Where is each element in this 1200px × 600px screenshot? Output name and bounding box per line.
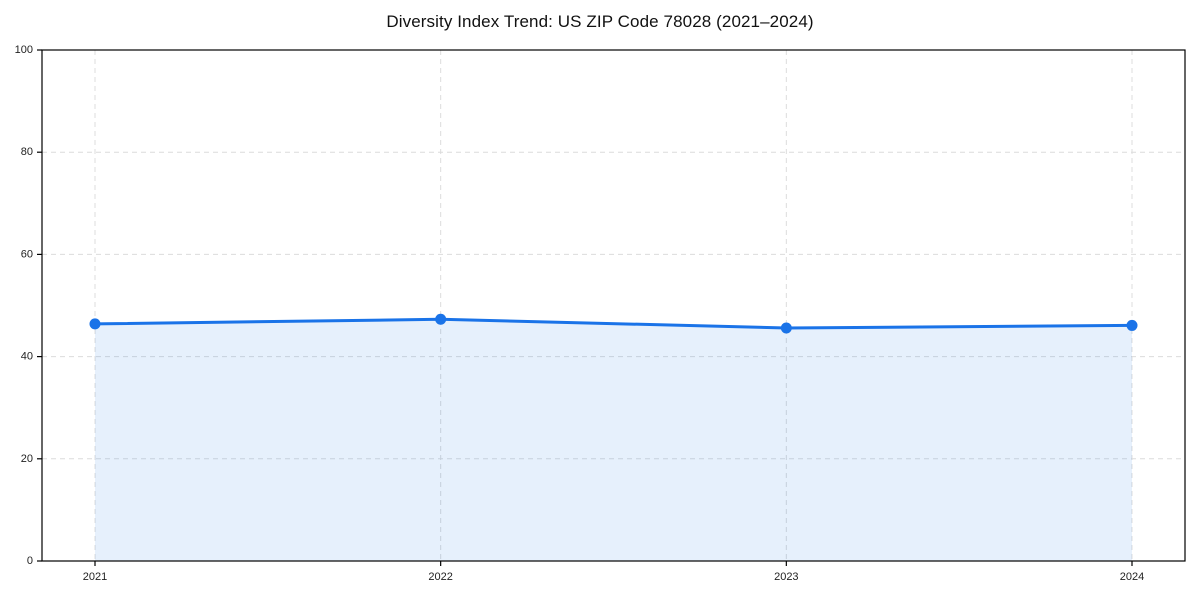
plot-border	[41, 49, 1186, 562]
trend-line	[93, 317, 1134, 330]
data-point-marker	[1126, 319, 1138, 331]
y-axis-tick-label: 20	[21, 453, 33, 465]
x-axis-tick-label: 2023	[774, 571, 798, 583]
x-axis-tick-label: 2022	[428, 571, 452, 583]
x-axis-tick-label: 2021	[83, 571, 107, 583]
y-axis-tick-label: 100	[15, 44, 33, 56]
data-point-marker	[780, 322, 792, 334]
x-axis-tick-label: 2024	[1120, 571, 1144, 583]
data-point-marker	[435, 313, 447, 325]
y-axis-tick-label: 40	[21, 351, 33, 363]
y-axis-tick-label: 0	[27, 555, 33, 567]
y-axis-tick-label: 80	[21, 146, 33, 158]
chart-title: Diversity Index Trend: US ZIP Code 78028…	[386, 12, 814, 31]
y-axis-tick-label: 60	[21, 248, 33, 260]
area-fill	[95, 319, 1132, 561]
data-point-marker	[89, 318, 101, 330]
